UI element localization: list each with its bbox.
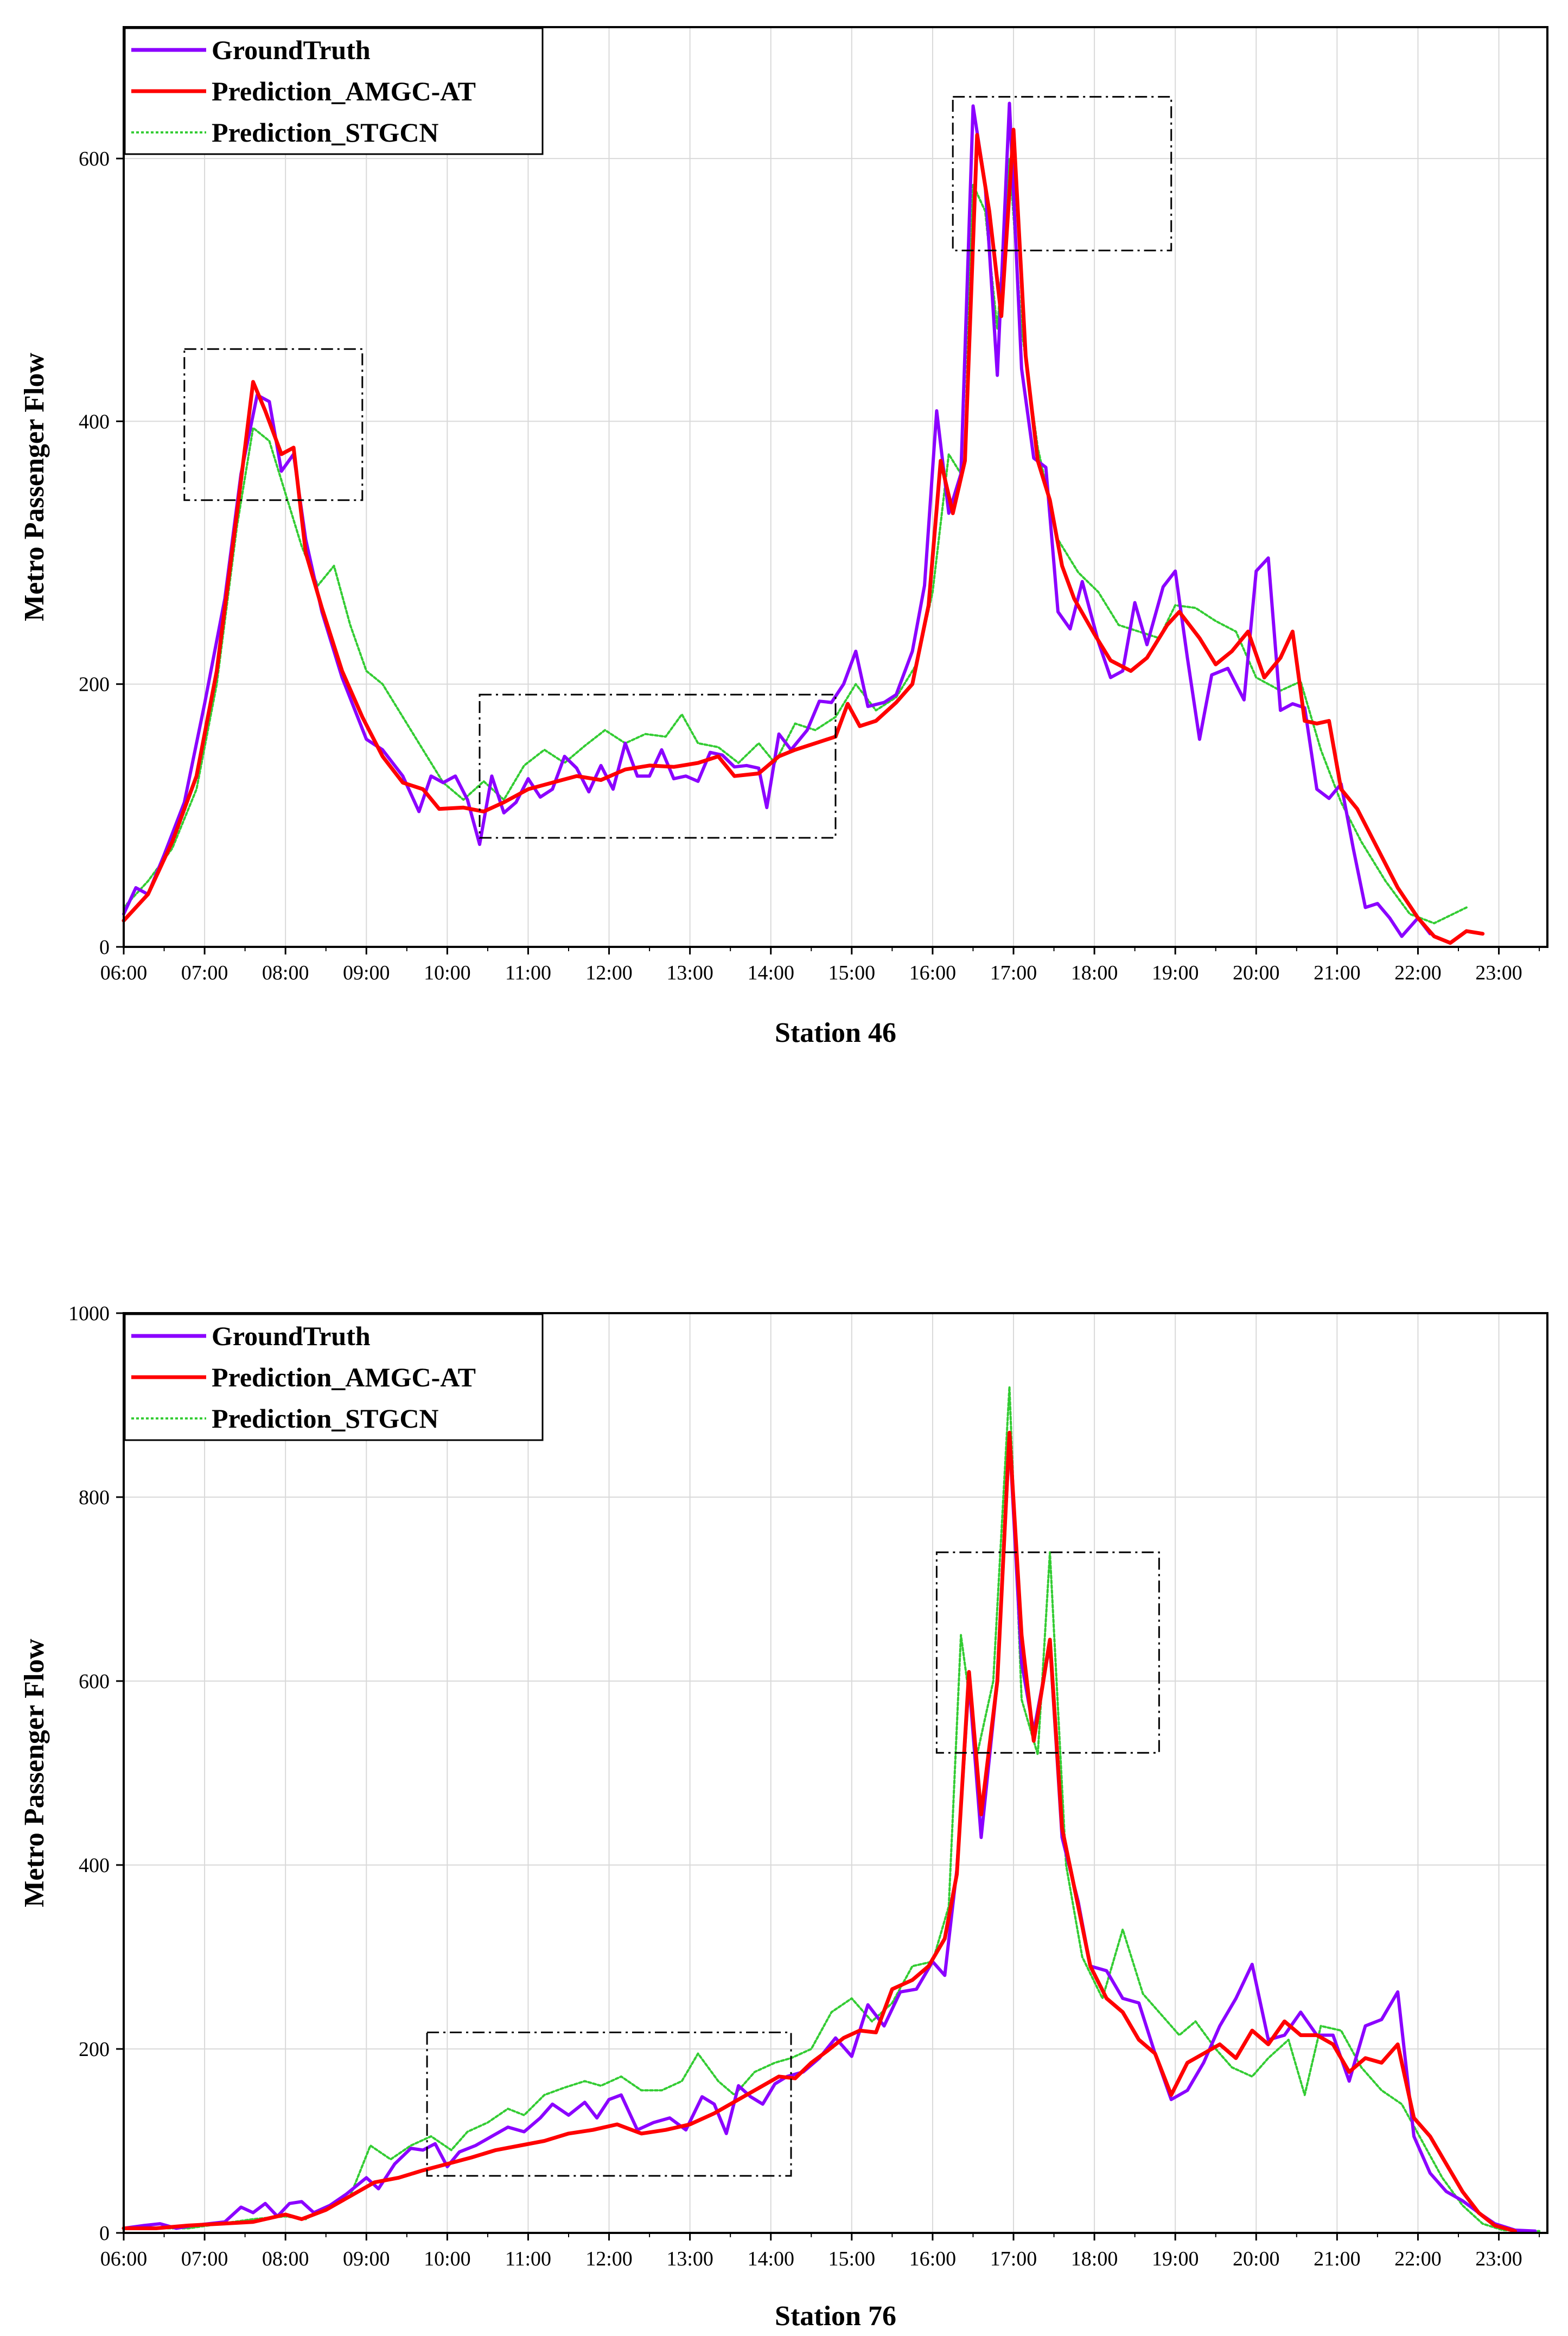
x-tick-label: 21:00 xyxy=(1314,2248,1361,2270)
series-line-prediction-stgcn xyxy=(123,157,1468,925)
legend-label: Prediction_AMGC-AT xyxy=(212,76,476,106)
chart-panel-2: 06:00 07:00 08:00 09:00 10:00 11:00 12:00 13:00… xyxy=(19,1302,1548,2332)
y-tick-label: 200 xyxy=(79,2038,110,2061)
x-tick-label: 10:00 xyxy=(424,2248,471,2270)
x-tick-label: 12:00 xyxy=(585,2248,633,2270)
x-tick-label: 15:00 xyxy=(828,2248,876,2270)
x-tick-label: 19:00 xyxy=(1152,2248,1199,2270)
x-tick-label: 18:00 xyxy=(1071,2248,1118,2270)
x-tick-label: 14:00 xyxy=(747,2248,794,2270)
series-line-groundtruth xyxy=(122,101,1432,938)
y-tick-label: 600 xyxy=(79,1670,110,1693)
highlight-box xyxy=(183,348,364,501)
x-tick-label: 09:00 xyxy=(343,962,390,984)
x-tick-label: 06:00 xyxy=(100,2248,148,2270)
x-tick-label: 07:00 xyxy=(181,962,228,984)
x-tick-label: 08:00 xyxy=(262,2248,309,2270)
highlight-box xyxy=(426,2031,792,2177)
y-tick-label: 1000 xyxy=(68,1302,110,1325)
x-tick-label: 23:00 xyxy=(1475,962,1522,984)
x-tick-label: 07:00 xyxy=(181,2248,228,2270)
x-tick-label: 18:00 xyxy=(1071,962,1118,984)
legend-label: GroundTruth xyxy=(212,35,371,65)
x-tick-label: 19:00 xyxy=(1152,962,1199,984)
y-tick-label: 800 xyxy=(79,1486,110,1509)
y-tick-label: 200 xyxy=(79,673,110,696)
x-axis-title: Station 46 xyxy=(775,1017,896,1048)
highlight-box xyxy=(935,1551,1160,1754)
chart-panel-1: 06:00 07:00 08:00 09:00 10:00 11:00 12:00 13:00… xyxy=(19,26,1548,1048)
x-tick-label: 17:00 xyxy=(990,2248,1037,2270)
highlight-box xyxy=(952,96,1172,252)
x-tick-label: 11:00 xyxy=(505,962,551,984)
y-tick-label: 600 xyxy=(79,148,110,170)
y-axis-title: Metro Passenger Flow xyxy=(19,353,50,621)
x-tick-label: 20:00 xyxy=(1233,2248,1280,2270)
x-tick-label: 16:00 xyxy=(909,2248,957,2270)
x-tick-label: 23:00 xyxy=(1475,2248,1522,2270)
y-tick-label: 400 xyxy=(79,410,110,433)
y-axis-title: Metro Passenger Flow xyxy=(19,1639,50,1907)
x-tick-label: 16:00 xyxy=(909,962,957,984)
x-tick-label: 13:00 xyxy=(666,2248,713,2270)
plot-frame xyxy=(123,26,1548,948)
x-tick-label: 14:00 xyxy=(747,962,794,984)
x-tick-label: 08:00 xyxy=(262,962,309,984)
plot-frame xyxy=(123,1312,1548,2234)
x-tick-label: 22:00 xyxy=(1394,2248,1442,2270)
x-tick-label: 15:00 xyxy=(828,962,876,984)
x-tick-label: 17:00 xyxy=(990,962,1037,984)
x-tick-label: 06:00 xyxy=(100,962,148,984)
chart-panels: 06:00 07:00 08:00 09:00 10:00 11:00 12:00 13:00… xyxy=(19,26,1548,2332)
x-tick-label: 13:00 xyxy=(666,962,713,984)
legend: GroundTruth Prediction_AMGC-AT Prediction_… xyxy=(124,1313,544,1441)
x-tick-label: 22:00 xyxy=(1394,962,1442,984)
y-tick-label: 0 xyxy=(99,936,110,959)
x-tick-label: 11:00 xyxy=(505,2248,551,2270)
x-tick-label: 09:00 xyxy=(343,2248,390,2270)
series-line-prediction-amgc-at xyxy=(122,1430,1517,2233)
legend: GroundTruth Prediction_AMGC-AT Prediction_… xyxy=(124,27,544,155)
y-tick-label: 0 xyxy=(99,2222,110,2245)
x-tick-label: 12:00 xyxy=(585,962,633,984)
x-tick-label: 10:00 xyxy=(424,962,471,984)
x-tick-label: 21:00 xyxy=(1314,962,1361,984)
x-tick-label: 20:00 xyxy=(1233,962,1280,984)
legend-label: GroundTruth xyxy=(212,1321,371,1351)
legend-label: Prediction_AMGC-AT xyxy=(212,1362,476,1392)
x-axis-title: Station 76 xyxy=(775,2301,896,2332)
y-tick-label: 400 xyxy=(79,1854,110,1877)
legend-label: Prediction_STGCN xyxy=(212,117,439,148)
highlight-box xyxy=(479,693,837,839)
series-line-prediction-amgc-at xyxy=(122,128,1485,945)
legend-label: Prediction_STGCN xyxy=(212,1403,439,1434)
